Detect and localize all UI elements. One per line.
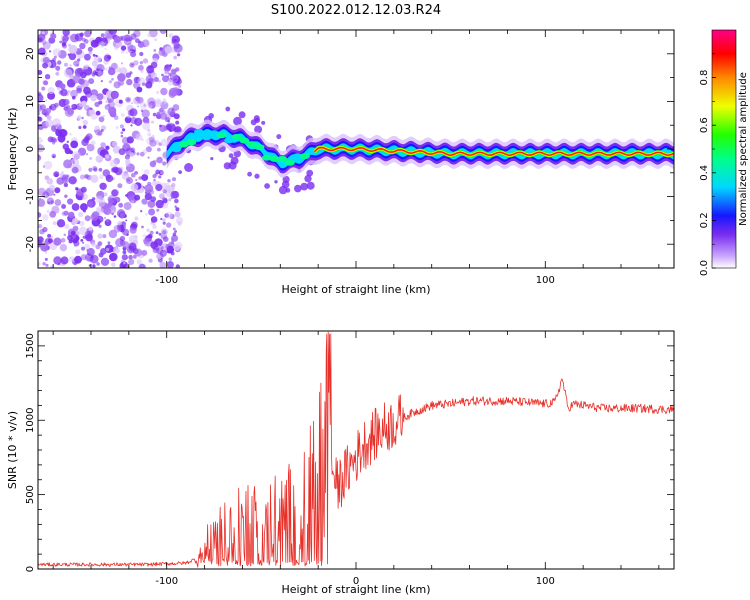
colorbar-tick-label: 0.2 — [699, 212, 710, 228]
y-tick-label: 0 — [25, 146, 36, 152]
y-tick-label: 0 — [25, 566, 36, 572]
colorbar-gradient — [711, 29, 737, 269]
colorbar-tick-label: 0.8 — [699, 70, 710, 86]
y-tick-label: -10 — [25, 188, 36, 204]
snr-ylabel: SNR (10 * v/v) — [6, 411, 19, 489]
colorbar-ticks: 0.0 0.2 0.4 0.6 0.8 — [699, 53, 716, 276]
snr-series-line — [38, 331, 674, 568]
x-tick-label: 0 — [353, 576, 359, 587]
x-tick-label: 100 — [536, 275, 555, 286]
snr-y-ticks: 0 500 1000 1500 — [25, 330, 674, 572]
snr-xlabel: Height of straight line (km) — [281, 583, 430, 596]
y-tick-label: 10 — [25, 95, 36, 108]
y-tick-label: 1000 — [25, 408, 36, 433]
figure-title: S100.2022.012.12.03.R24 — [271, 3, 441, 18]
spectrogram-ylabel: Frequency (Hz) — [6, 108, 19, 191]
colorbar-tick-label: 0.4 — [699, 165, 710, 181]
spectrogram-x-ticks: -100 100 — [52, 30, 660, 286]
y-tick-label: 1500 — [25, 333, 36, 358]
spectrogram-image — [38, 30, 674, 268]
x-tick-label: -100 — [155, 576, 178, 587]
colorbar-tick-label: 0.6 — [699, 117, 710, 133]
snr-x-ticks: -100 0 100 — [52, 331, 660, 587]
y-tick-label: 20 — [25, 47, 36, 60]
colorbar-label: Normalized spectral amplitude — [738, 72, 749, 226]
spectrogram-y-ticks: -20 -10 0 10 20 — [25, 29, 674, 269]
colorbar: 0.0 0.2 0.4 0.6 0.8 Normalized spectral ampl… — [699, 29, 749, 276]
x-tick-label: -100 — [155, 275, 178, 286]
y-tick-label: 500 — [25, 485, 36, 504]
spectrogram-xlabel: Height of straight line (km) — [281, 283, 430, 296]
snr-panel: -100 0 100 0 500 1000 1500 Height of straight… — [6, 330, 675, 596]
x-tick-label: 100 — [536, 576, 555, 587]
y-tick-label: -20 — [25, 236, 36, 252]
colorbar-tick-label: 0.0 — [699, 260, 710, 276]
